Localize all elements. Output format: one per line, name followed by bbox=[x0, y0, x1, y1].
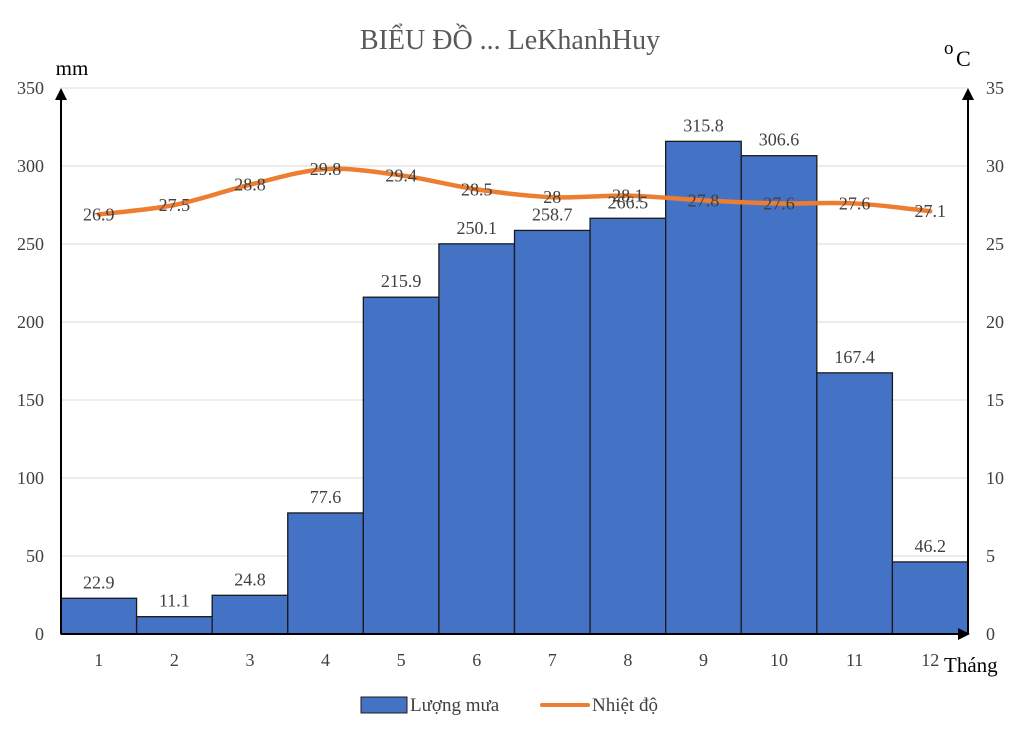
left-axis-unit: mm bbox=[56, 56, 89, 80]
right-y-tick-label: 25 bbox=[986, 234, 1004, 254]
right-y-tick-label: 5 bbox=[986, 546, 995, 566]
line-value-label: 29.4 bbox=[385, 165, 417, 185]
line-value-label: 27.8 bbox=[688, 190, 720, 210]
bar-luong-mua bbox=[135, 616, 213, 635]
bar-value-label: 315.8 bbox=[683, 115, 724, 135]
bar-luong-mua bbox=[211, 594, 289, 635]
line-nhiet-do bbox=[96, 166, 933, 217]
bar-luong-mua bbox=[589, 217, 667, 635]
bar-value-label: 250.1 bbox=[456, 218, 497, 238]
bar-value-label: 24.8 bbox=[234, 569, 266, 589]
bar-luong-mua bbox=[740, 155, 818, 635]
right-y-tick-label: 35 bbox=[986, 78, 1004, 98]
x-tick-label: 7 bbox=[548, 650, 557, 670]
line-value-label: 27.6 bbox=[763, 193, 795, 213]
bar-luong-mua bbox=[816, 372, 894, 635]
x-axis-label: Tháng bbox=[944, 653, 998, 677]
right-y-tick-label: 10 bbox=[986, 468, 1004, 488]
x-tick-label: 12 bbox=[921, 650, 939, 670]
right-y-tick-label: 20 bbox=[986, 312, 1004, 332]
left-axis-arrow bbox=[55, 88, 67, 100]
line-value-label: 28.8 bbox=[234, 175, 266, 195]
bar-luong-mua bbox=[513, 229, 591, 635]
bar-value-label: 167.4 bbox=[834, 347, 875, 367]
x-tick-label: 9 bbox=[699, 650, 708, 670]
x-tick-label: 8 bbox=[623, 650, 632, 670]
left-y-tick-label: 350 bbox=[17, 78, 44, 98]
left-y-tick-label: 300 bbox=[17, 156, 44, 176]
bar-value-label: 258.7 bbox=[532, 204, 573, 224]
bar-luong-mua bbox=[665, 140, 742, 635]
right-axis-unit-degree: o bbox=[944, 38, 954, 59]
legend: Lượng mưa Nhiệt độ bbox=[360, 695, 658, 716]
right-y-tick-label: 30 bbox=[986, 156, 1004, 176]
bar-luong-mua bbox=[287, 512, 364, 635]
line-value-label: 27.1 bbox=[914, 201, 946, 221]
x-tick-label: 4 bbox=[321, 650, 330, 670]
x-tick-label: 3 bbox=[245, 650, 254, 670]
right-axis-arrow bbox=[962, 88, 974, 100]
left-y-tick-label: 200 bbox=[17, 312, 44, 332]
left-y-tick-label: 250 bbox=[17, 234, 44, 254]
x-tick-label: 10 bbox=[770, 650, 788, 670]
legend-bar-swatch bbox=[360, 696, 408, 714]
right-axis-unit-c: C bbox=[956, 46, 971, 71]
bar-value-label: 11.1 bbox=[159, 591, 190, 611]
bar-value-label: 266.5 bbox=[608, 192, 649, 212]
x-tick-label: 11 bbox=[846, 650, 863, 670]
bar-value-label: 215.9 bbox=[381, 271, 422, 291]
right-y-tick-label: 15 bbox=[986, 390, 1004, 410]
line-value-label: 27.5 bbox=[159, 195, 191, 215]
line-series-nhiet-do bbox=[96, 166, 933, 217]
x-tick-label: 6 bbox=[472, 650, 481, 670]
line-value-label: 27.6 bbox=[839, 193, 871, 213]
line-value-label: 29.8 bbox=[310, 159, 342, 179]
left-y-tick-label: 100 bbox=[17, 468, 44, 488]
left-y-tick-label: 50 bbox=[26, 546, 44, 566]
x-tick-label: 1 bbox=[94, 650, 103, 670]
line-value-label: 26.9 bbox=[83, 204, 115, 224]
legend-label-luong-mua: Lượng mưa bbox=[410, 695, 500, 716]
data-labels: 22.9 11.1 24.8 77.6 215.9 250.1 258.7 266.5 315.… bbox=[83, 115, 946, 610]
x-tick-label: 5 bbox=[397, 650, 406, 670]
chart-title: BIỂU ĐỒ ... LeKhanhHuy bbox=[360, 24, 660, 56]
bar-value-label: 22.9 bbox=[83, 572, 115, 592]
bar-luong-mua bbox=[362, 296, 440, 635]
line-value-label: 28 bbox=[543, 187, 561, 207]
bar-value-label: 77.6 bbox=[310, 487, 342, 507]
bar-luong-mua bbox=[60, 597, 138, 635]
right-y-tick-label: 0 bbox=[986, 624, 995, 644]
bar-value-label: 306.6 bbox=[759, 130, 800, 150]
bar-series-luong-mua bbox=[60, 140, 969, 635]
legend-label-nhiet-do: Nhiệt độ bbox=[592, 695, 658, 716]
bar-luong-mua bbox=[438, 243, 516, 635]
left-y-tick-label: 150 bbox=[17, 390, 44, 410]
bar-value-label: 46.2 bbox=[914, 536, 946, 556]
line-value-label: 28.5 bbox=[461, 179, 493, 199]
bar-luong-mua bbox=[891, 561, 969, 635]
x-axis-arrow bbox=[958, 628, 970, 640]
x-tick-label: 2 bbox=[170, 650, 179, 670]
line-value-label: 28.1 bbox=[612, 186, 644, 206]
left-y-tick-label: 0 bbox=[35, 624, 44, 644]
